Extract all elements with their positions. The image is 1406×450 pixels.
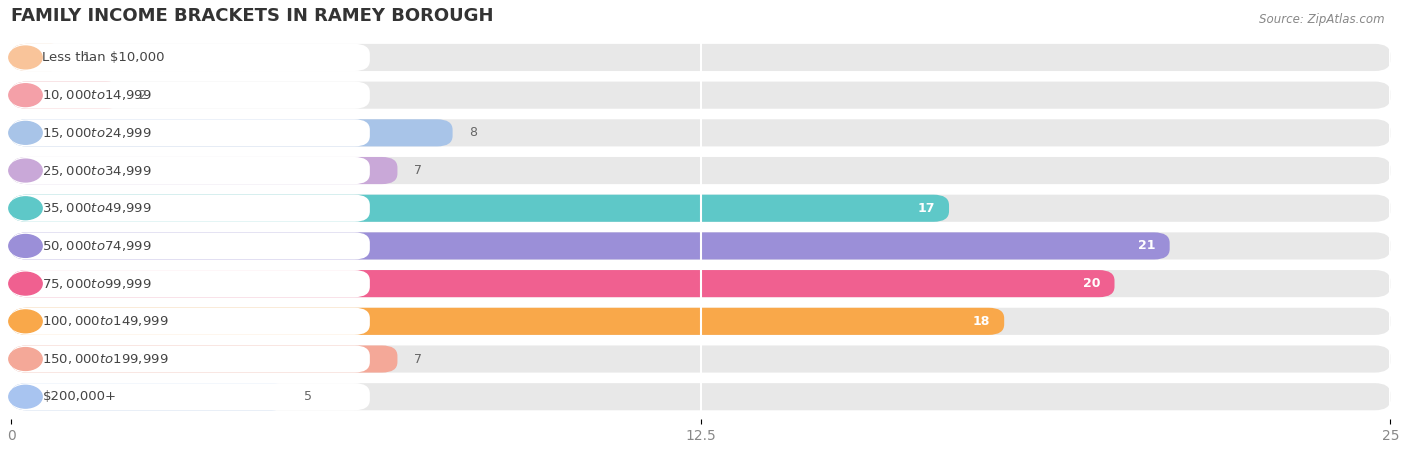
- FancyBboxPatch shape: [11, 346, 1391, 373]
- Circle shape: [8, 234, 42, 257]
- Text: 7: 7: [413, 164, 422, 177]
- Circle shape: [8, 385, 42, 408]
- Text: $50,000 to $74,999: $50,000 to $74,999: [42, 239, 152, 253]
- Circle shape: [8, 197, 42, 220]
- FancyBboxPatch shape: [11, 157, 398, 184]
- FancyBboxPatch shape: [11, 232, 1391, 260]
- Text: $25,000 to $34,999: $25,000 to $34,999: [42, 163, 152, 178]
- FancyBboxPatch shape: [11, 383, 370, 410]
- FancyBboxPatch shape: [11, 44, 370, 71]
- Text: Less than $10,000: Less than $10,000: [42, 51, 165, 64]
- Text: 20: 20: [1083, 277, 1101, 290]
- FancyBboxPatch shape: [11, 308, 1004, 335]
- FancyBboxPatch shape: [11, 346, 398, 373]
- FancyBboxPatch shape: [11, 81, 122, 109]
- FancyBboxPatch shape: [11, 157, 370, 184]
- Text: 21: 21: [1139, 239, 1156, 252]
- Circle shape: [8, 159, 42, 182]
- FancyBboxPatch shape: [11, 195, 370, 222]
- Circle shape: [8, 347, 42, 370]
- Text: $10,000 to $14,999: $10,000 to $14,999: [42, 88, 152, 102]
- FancyBboxPatch shape: [11, 81, 1391, 109]
- FancyBboxPatch shape: [11, 383, 287, 410]
- Text: 1: 1: [83, 51, 91, 64]
- Text: $15,000 to $24,999: $15,000 to $24,999: [42, 126, 152, 140]
- Circle shape: [8, 310, 42, 333]
- Text: $150,000 to $199,999: $150,000 to $199,999: [42, 352, 169, 366]
- FancyBboxPatch shape: [11, 119, 1391, 146]
- Text: 5: 5: [304, 390, 312, 403]
- Text: FAMILY INCOME BRACKETS IN RAMEY BOROUGH: FAMILY INCOME BRACKETS IN RAMEY BOROUGH: [11, 7, 494, 25]
- Text: 8: 8: [470, 126, 477, 140]
- Text: $35,000 to $49,999: $35,000 to $49,999: [42, 201, 152, 215]
- Text: $75,000 to $99,999: $75,000 to $99,999: [42, 277, 152, 291]
- Circle shape: [8, 272, 42, 295]
- FancyBboxPatch shape: [11, 44, 1391, 71]
- Text: 7: 7: [413, 352, 422, 365]
- FancyBboxPatch shape: [11, 232, 1170, 260]
- FancyBboxPatch shape: [11, 119, 453, 146]
- FancyBboxPatch shape: [11, 44, 66, 71]
- FancyBboxPatch shape: [11, 195, 1391, 222]
- Text: 18: 18: [973, 315, 990, 328]
- FancyBboxPatch shape: [11, 270, 1391, 297]
- Text: $100,000 to $149,999: $100,000 to $149,999: [42, 314, 169, 328]
- FancyBboxPatch shape: [11, 157, 1391, 184]
- FancyBboxPatch shape: [11, 308, 370, 335]
- Text: 2: 2: [138, 89, 146, 102]
- FancyBboxPatch shape: [11, 270, 1115, 297]
- Circle shape: [8, 84, 42, 107]
- FancyBboxPatch shape: [11, 81, 370, 109]
- FancyBboxPatch shape: [11, 270, 370, 297]
- Text: $200,000+: $200,000+: [42, 390, 117, 403]
- FancyBboxPatch shape: [11, 232, 370, 260]
- FancyBboxPatch shape: [11, 346, 370, 373]
- Text: 17: 17: [918, 202, 935, 215]
- Text: Source: ZipAtlas.com: Source: ZipAtlas.com: [1260, 14, 1385, 27]
- Circle shape: [8, 122, 42, 144]
- Circle shape: [8, 46, 42, 69]
- FancyBboxPatch shape: [11, 308, 1391, 335]
- FancyBboxPatch shape: [11, 383, 1391, 410]
- FancyBboxPatch shape: [11, 195, 949, 222]
- FancyBboxPatch shape: [11, 119, 370, 146]
